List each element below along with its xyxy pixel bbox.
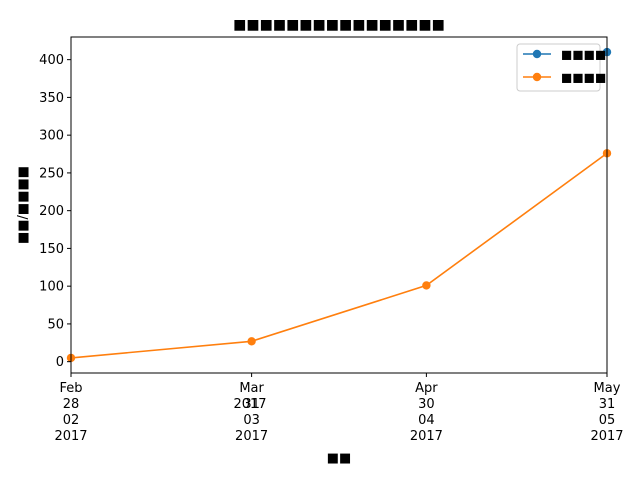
y-tick-label: 350 bbox=[39, 91, 64, 106]
x-tick-label: Feb 28 02 2017 bbox=[54, 381, 87, 444]
y-tick-label: 50 bbox=[47, 317, 64, 332]
legend-marker-2 bbox=[532, 72, 542, 82]
chart-title: ■■■■■■■■■■■■■■■■ bbox=[233, 17, 445, 33]
x-axis-title: ■■ bbox=[327, 451, 352, 466]
y-axis-title: ■■/■■■■ bbox=[16, 166, 31, 244]
x-tick-label: May 31 05 2017 bbox=[590, 381, 623, 444]
y-tick-label: 250 bbox=[39, 166, 64, 181]
legend-label-1: ■■■■ bbox=[561, 48, 606, 62]
y-tick-label: 150 bbox=[39, 242, 64, 257]
series-line-2 bbox=[70, 152, 608, 359]
y-tick-label: 0 bbox=[56, 355, 64, 370]
y-tick-label: 200 bbox=[39, 204, 64, 219]
x-tick-label: Mar 31 03 2017 bbox=[235, 381, 268, 444]
series-2-point bbox=[247, 337, 256, 346]
y-tick-label: 100 bbox=[39, 280, 64, 295]
legend: ■■■■ ■■■■ bbox=[516, 43, 606, 92]
y-axis: 0 50 100 150 200 250 300 350 400 bbox=[39, 53, 71, 370]
x-axis-offset-label: 2017 bbox=[233, 397, 266, 412]
x-tick-label: Apr 30 04 2017 bbox=[410, 381, 443, 444]
legend-marker-1 bbox=[532, 49, 542, 59]
x-axis: Feb 28 02 2017 Mar 31 03 2017 Apr 30 04 2017 May 31 05… bbox=[54, 373, 624, 444]
plot-area bbox=[66, 47, 612, 363]
plot-frame bbox=[70, 36, 608, 374]
y-tick-label: 300 bbox=[39, 129, 64, 144]
y-tick-label: 400 bbox=[39, 53, 64, 68]
legend-label-2: ■■■■ bbox=[561, 71, 606, 85]
series-2-point bbox=[422, 281, 431, 290]
